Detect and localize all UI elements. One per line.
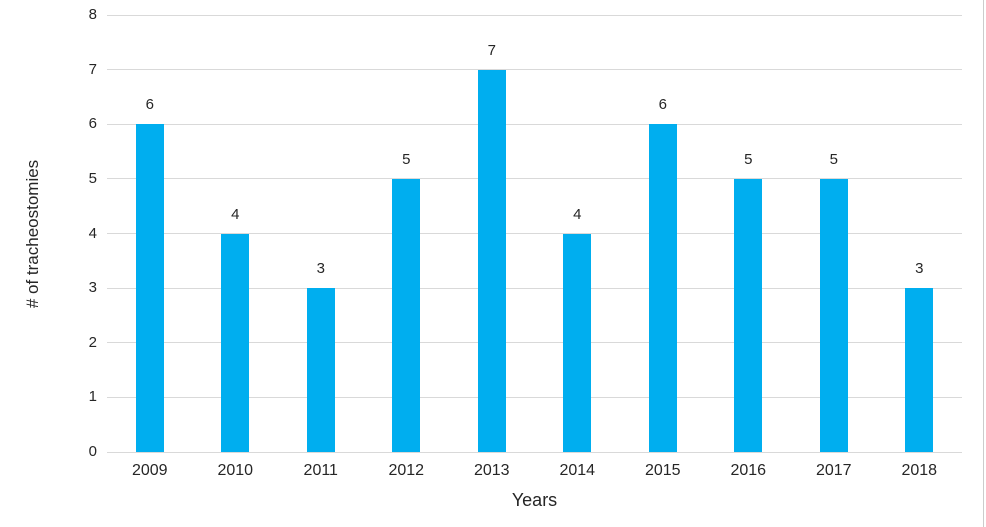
bar-2009 bbox=[135, 124, 164, 452]
gridline-y-6 bbox=[107, 123, 962, 125]
bar-value-label-2018: 3 bbox=[915, 260, 924, 278]
plot-area bbox=[107, 14, 962, 453]
figure-right-border bbox=[983, 0, 984, 527]
x-tick-label-2009: 2009 bbox=[131, 462, 168, 479]
x-tick-label-2018: 2018 bbox=[901, 462, 938, 479]
bar-2015 bbox=[648, 124, 677, 452]
bar-2016 bbox=[734, 178, 763, 452]
gridline-y-3 bbox=[107, 287, 962, 289]
x-tick-label-2017: 2017 bbox=[815, 462, 852, 479]
bar-value-label-2014: 4 bbox=[573, 205, 582, 223]
gridline-y-1 bbox=[107, 396, 962, 398]
gridline-y-7 bbox=[107, 69, 962, 71]
x-tick-label-2014: 2014 bbox=[559, 462, 596, 479]
gridline-y-4 bbox=[107, 233, 962, 234]
x-tick-label-2013: 2013 bbox=[473, 462, 510, 479]
x-tick-label-2016: 2016 bbox=[730, 462, 767, 479]
x-axis-title: Years bbox=[511, 490, 558, 510]
bar-value-label-2015: 6 bbox=[658, 96, 667, 114]
bar-value-label-2009: 6 bbox=[145, 96, 154, 114]
bar-value-label-2010: 4 bbox=[231, 205, 240, 223]
bar-2011 bbox=[306, 288, 335, 452]
bar-2010 bbox=[221, 233, 250, 452]
y-tick-label: 1 bbox=[88, 388, 97, 406]
y-tick-label: 3 bbox=[88, 279, 97, 297]
bar-2012 bbox=[392, 178, 421, 452]
bar-2014 bbox=[563, 233, 592, 452]
bar-2018 bbox=[905, 288, 934, 452]
bar-2017 bbox=[819, 178, 848, 452]
bar-value-label-2013: 7 bbox=[487, 41, 496, 59]
y-tick-label: 4 bbox=[88, 224, 97, 242]
gridline-y-2 bbox=[107, 342, 962, 344]
gridline-y-5 bbox=[107, 178, 962, 180]
x-tick-label-2012: 2012 bbox=[388, 462, 425, 479]
x-tick-label-2010: 2010 bbox=[217, 462, 254, 479]
y-axis-title: # of tracheostomies bbox=[23, 159, 42, 309]
bar-value-label-2011: 3 bbox=[316, 260, 325, 278]
y-tick-label: 8 bbox=[88, 6, 97, 23]
y-tick-label: 6 bbox=[88, 115, 97, 133]
y-tick-label: 7 bbox=[88, 60, 97, 78]
gridline-y-8 bbox=[107, 14, 962, 16]
bar-value-label-2017: 5 bbox=[829, 150, 838, 168]
x-tick-label-2015: 2015 bbox=[644, 462, 681, 479]
bar-2013 bbox=[477, 69, 506, 452]
y-tick-label: 5 bbox=[88, 169, 97, 187]
bar-value-label-2012: 5 bbox=[402, 150, 411, 168]
bar-value-label-2016: 5 bbox=[744, 150, 753, 168]
y-tick-label: 0 bbox=[88, 443, 97, 460]
gridline-y-0 bbox=[107, 451, 962, 453]
y-tick-label: 2 bbox=[88, 333, 97, 351]
x-tick-label-2011: 2011 bbox=[303, 462, 338, 479]
